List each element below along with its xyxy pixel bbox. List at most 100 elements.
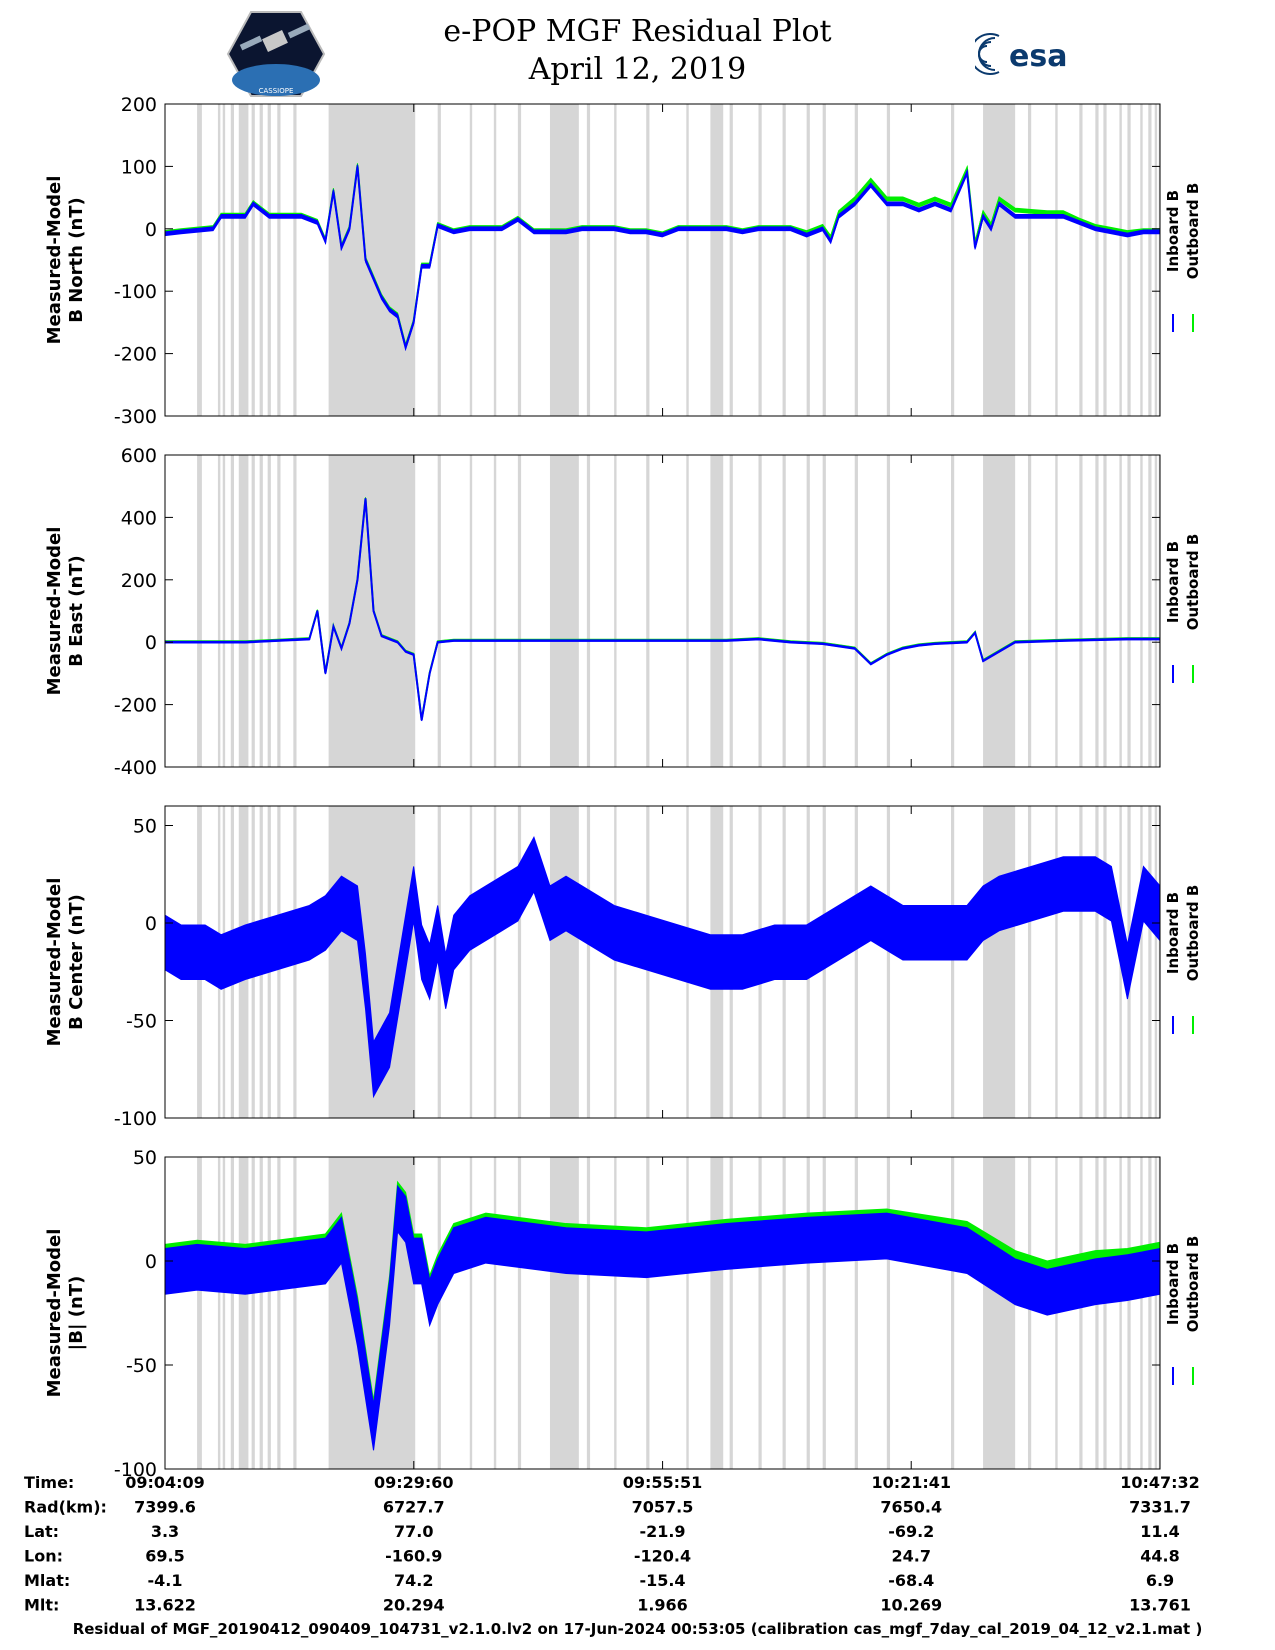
- plot-area: [165, 806, 1160, 1118]
- data-gap-band: [822, 455, 826, 767]
- data-gap-band: [1027, 806, 1032, 1118]
- data-gap-band: [437, 104, 441, 416]
- info-cell: 7057.5: [632, 1498, 694, 1517]
- info-cell: 7399.6: [134, 1498, 196, 1517]
- data-gap-band: [686, 455, 689, 767]
- data-gap-band: [729, 1157, 733, 1469]
- data-gap-band: [854, 1157, 858, 1469]
- info-cell: 10.269: [880, 1596, 942, 1615]
- series-line-inboard-b: [165, 862, 1160, 1073]
- y-tick-label: 0: [145, 1251, 157, 1273]
- data-gap-band: [950, 806, 955, 1118]
- data-gap-band: [586, 104, 591, 416]
- info-row-label: Lat:: [24, 1522, 59, 1541]
- y-tick-label: -300: [114, 406, 157, 428]
- panel-3: 50 0 -50 -100 Measured-ModelB Center (nT) Inb…: [44, 805, 1202, 1130]
- data-gap-band: [1095, 104, 1099, 416]
- info-cell: 24.7: [892, 1547, 931, 1566]
- legend: Inboard B Outboard B: [1164, 1236, 1202, 1385]
- y-axis-label: Measured-ModelB Center (nT): [44, 878, 87, 1047]
- info-cell: 1.966: [637, 1596, 688, 1615]
- y-tick-label: -200: [114, 695, 157, 717]
- info-cell: 6727.7: [383, 1498, 445, 1517]
- data-gap-band: [983, 455, 1016, 767]
- data-gap-band: [854, 455, 858, 767]
- data-gap-band: [328, 104, 416, 416]
- data-gap-band: [886, 1157, 891, 1469]
- data-gap-band: [1127, 104, 1131, 416]
- header: CASSIOPE e-POP MGF Residual Plot April 1…: [0, 0, 1275, 100]
- data-gap-band: [1055, 104, 1058, 416]
- info-cell: 7650.4: [880, 1498, 942, 1517]
- data-gap-band: [614, 455, 617, 767]
- y-tick-label: -100: [114, 1108, 157, 1130]
- footer-caption: Residual of MGF_20190412_090409_104731_v…: [72, 1620, 1203, 1638]
- data-gap-band: [758, 455, 762, 767]
- chart-title: e-POP MGF Residual Plot: [443, 14, 832, 49]
- data-gap-band: [230, 455, 234, 767]
- data-gap-band: [222, 455, 226, 767]
- data-gap-band: [517, 104, 522, 416]
- data-gap-band: [1103, 455, 1107, 767]
- data-gap-band: [1154, 104, 1158, 416]
- data-gap-band: [238, 104, 249, 416]
- data-gap-band: [259, 1157, 263, 1469]
- data-gap-band: [1095, 806, 1099, 1118]
- y-tick-label: 200: [121, 94, 157, 116]
- data-gap-band: [251, 104, 255, 416]
- data-gap-band: [1148, 104, 1152, 416]
- esa-logo: esa: [975, 33, 1067, 75]
- legend-label-outboard: Outboard B: [1184, 885, 1202, 982]
- data-gap-band: [259, 104, 263, 416]
- info-row-label: Mlt:: [24, 1596, 59, 1615]
- data-gap-band: [710, 1157, 724, 1469]
- data-gap-band: [1140, 1157, 1143, 1469]
- info-cell: 7331.7: [1129, 1498, 1191, 1517]
- legend: Inboard B Outboard B: [1164, 183, 1202, 332]
- data-gap-band: [1158, 104, 1160, 416]
- info-cell: 44.8: [1140, 1547, 1179, 1566]
- y-axis-label: Measured-Model|B| (nT): [44, 1229, 87, 1398]
- data-gap-band: [1119, 104, 1122, 416]
- y-axis-label: Measured-ModelB North (nT): [44, 176, 87, 345]
- data-gap-band: [251, 455, 255, 767]
- data-gap-band: [686, 104, 689, 416]
- plot-area: [165, 455, 1160, 767]
- series-line-inboard-b: [165, 166, 1160, 351]
- y-tick-label: -100: [114, 281, 157, 303]
- y-tick-label: 0: [145, 913, 157, 935]
- info-cell: 20.294: [383, 1596, 445, 1615]
- info-row-label: Rad(km):: [24, 1498, 107, 1517]
- data-gap-band: [886, 806, 891, 1118]
- data-gap-band: [293, 455, 297, 767]
- data-gap-band: [1148, 806, 1152, 1118]
- legend-label-outboard: Outboard B: [1184, 1236, 1202, 1333]
- data-gap-band: [1148, 1157, 1152, 1469]
- y-tick-label: 400: [121, 507, 157, 529]
- info-cell: 3.3: [151, 1522, 179, 1541]
- y-tick-label: 0: [145, 632, 157, 654]
- panel-1: 200 100 0 -100 -200 -300 Measured-ModelB North…: [44, 94, 1202, 428]
- data-gap-band: [230, 104, 234, 416]
- y-tick-label: -50: [126, 1011, 157, 1033]
- data-gap-band: [1079, 1157, 1083, 1469]
- data-gap-band: [782, 455, 786, 767]
- data-gap-band: [854, 806, 858, 1118]
- info-cell: -15.4: [639, 1571, 685, 1590]
- info-cell: 10:47:32: [1120, 1473, 1200, 1492]
- y-tick-label: -50: [126, 1355, 157, 1377]
- svg-text:esa: esa: [1009, 39, 1067, 74]
- data-gap-band: [1103, 806, 1107, 1118]
- data-gap-band: [1140, 806, 1143, 1118]
- data-gap-band: [469, 806, 473, 1118]
- data-gap-band: [822, 1157, 826, 1469]
- data-gap-band: [1158, 1157, 1160, 1469]
- data-gap-band: [646, 455, 650, 767]
- data-gap-band: [1154, 1157, 1158, 1469]
- y-tick-label: 600: [121, 445, 157, 467]
- data-gap-band: [238, 455, 249, 767]
- plot-area: [165, 1157, 1160, 1469]
- data-gap-band: [493, 455, 497, 767]
- data-gap-band: [251, 1157, 255, 1469]
